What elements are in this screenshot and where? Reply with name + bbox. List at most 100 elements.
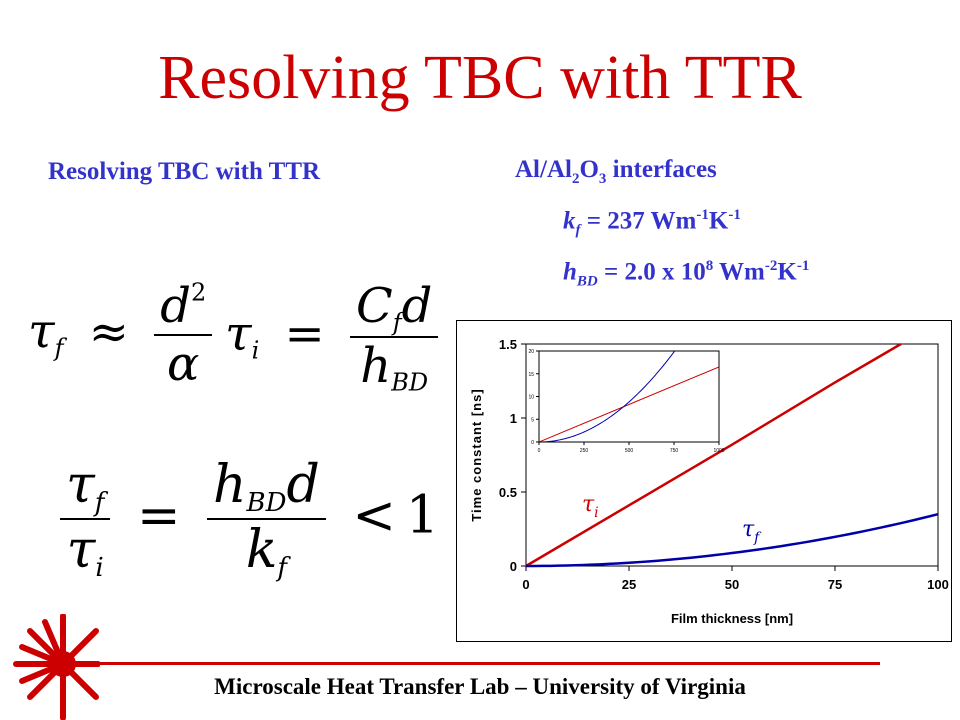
inset-y-tick-label: 0 (531, 440, 534, 446)
series-tau-f-line (525, 512, 939, 568)
sub-f: f (94, 488, 105, 519)
inset-y-tick-label: 15 (528, 372, 534, 378)
interface-heading: Al/Al2O3 interfaces (515, 152, 809, 197)
var-h: h (360, 338, 392, 395)
fraction: d2 α (154, 278, 213, 392)
tau-symbol: τ (225, 305, 252, 362)
tau-i-annotation: τi (582, 492, 599, 521)
interface-parameters: Al/Al2O3 interfaces kf = 237 Wm-1K-1 hBD… (515, 152, 809, 300)
numerator: d2 (154, 278, 212, 334)
var-C: C (356, 278, 393, 334)
fraction-bar (60, 518, 111, 521)
heading-part: Al/Al (515, 156, 572, 183)
kf-exp: -1 (696, 207, 709, 223)
y-axis-label: Time constant [ns] (469, 388, 484, 521)
heading-part: O (579, 156, 599, 183)
sub-f: f (277, 553, 287, 584)
inset-y-tick-label: 10 (528, 395, 534, 401)
fraction: τf τi (60, 455, 111, 583)
numerator: hBDd (207, 455, 326, 518)
heading-part: interfaces (606, 156, 717, 183)
inset-series-tau-f-line (539, 351, 676, 442)
inset-x-tick-label: 250 (580, 448, 589, 454)
inset-frame (538, 350, 720, 443)
inset-y-tick-label: 20 (528, 349, 534, 355)
denominator: τi (61, 520, 110, 583)
denominator: kf (240, 520, 293, 583)
left-subtitle: Resolving TBC with TTR (48, 158, 321, 185)
kf-symbol: k (563, 207, 576, 235)
sub-f: f (54, 333, 64, 362)
inset-x-tick-label: 500 (625, 448, 634, 454)
slide-title: Resolving TBC with TTR (158, 44, 802, 112)
one: 1 (405, 485, 439, 546)
inset-x-tick-label: 1000 (713, 448, 724, 454)
var-k: k (245, 520, 278, 581)
footer-divider (95, 662, 880, 665)
fraction: Cfd hBD (350, 278, 439, 397)
formula-ratio: τf τi = hBDd kf <1 (60, 455, 439, 583)
fraction: hBDd kf (207, 455, 326, 583)
approx-symbol: ≈ (88, 303, 129, 360)
tau-symbol: τ (66, 455, 95, 515)
heading-sub: 3 (598, 171, 607, 187)
fraction-bar (350, 336, 439, 339)
x-tick-label: 100 (927, 577, 949, 592)
hbd-unit: K (777, 258, 797, 286)
formula-tau-f: τf ≈ d2 α (28, 278, 213, 392)
equals-symbol: = (136, 485, 181, 546)
hbd-value: = 2.0 x 10 (597, 258, 706, 286)
var-h: h (213, 455, 247, 515)
hbd-exp: -1 (796, 258, 810, 275)
tau-f-annotation: τf (742, 517, 762, 546)
denominator: α (167, 336, 200, 392)
sub-f: f (392, 308, 402, 337)
fraction-bar (154, 334, 213, 336)
inset-x-tick-label: 750 (670, 448, 679, 454)
y-tick-label: 1.5 (499, 337, 517, 352)
series-tau-i-line (525, 342, 902, 568)
equals-symbol: = (284, 305, 325, 362)
inset-series-tau-i-line (539, 366, 719, 442)
var-d: d (160, 278, 191, 334)
denominator: hBD (354, 338, 434, 396)
footer-text: Microscale Heat Transfer Lab – Universit… (214, 674, 746, 699)
x-tick-label: 0 (522, 577, 529, 592)
exp-2: 2 (190, 278, 207, 307)
y-tick-label: 1 (510, 411, 517, 426)
fraction-bar (207, 518, 326, 521)
lab-logo-icon (13, 614, 100, 720)
kf-unit: K (708, 207, 729, 235)
kf-line: kf = 237 Wm-1K-1 (515, 197, 809, 248)
kf-exp: -1 (728, 207, 741, 223)
inset-series-group (539, 351, 719, 442)
hbd-symbol: h (563, 258, 577, 286)
hbd-exp: -2 (764, 258, 778, 275)
var-d: d (286, 455, 320, 515)
hbd-exp: 8 (705, 258, 714, 275)
y-tick-label: 0 (510, 559, 517, 574)
hbd-unit: Wm (713, 258, 765, 286)
numerator: τf (60, 455, 110, 518)
chart-container: 0 25 50 75 100 0 0.5 1 1.5 Film thickness [nm] Tim… (456, 320, 952, 642)
heading-sub: 2 (571, 171, 580, 187)
inset-y-tick-label: 5 (531, 417, 534, 423)
less-than-symbol: < (352, 485, 396, 546)
x-axis-label: Film thickness [nm] (671, 611, 793, 626)
y-tick-label: 0.5 (499, 485, 517, 500)
tau-symbol: τ (28, 303, 55, 360)
inset-x-tick-label: 0 (538, 448, 541, 454)
x-tick-label: 75 (828, 577, 842, 592)
tau-symbol: τ (66, 520, 96, 581)
kf-subscript: f (575, 222, 581, 239)
hbd-subscript: BD (576, 273, 598, 290)
sub-i: i (95, 553, 104, 584)
numerator: Cfd (350, 278, 438, 336)
var-d: d (401, 278, 433, 334)
x-tick-label: 25 (622, 577, 636, 592)
kf-value: = 237 Wm (580, 207, 697, 235)
formula-tau-i: τi = Cfd hBD (225, 278, 439, 397)
sub-BD: BD (391, 368, 429, 397)
